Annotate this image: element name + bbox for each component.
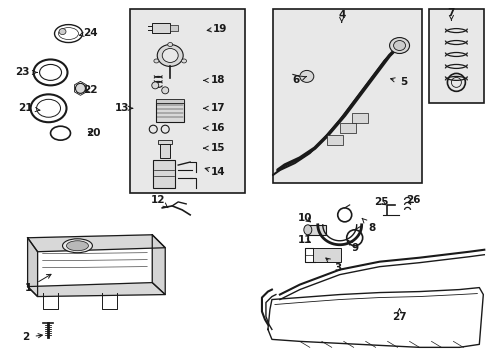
Bar <box>156 99 184 103</box>
Polygon shape <box>27 238 38 297</box>
Text: 16: 16 <box>203 123 225 133</box>
Text: 19: 19 <box>207 24 227 33</box>
Ellipse shape <box>181 59 186 63</box>
Text: 1: 1 <box>25 274 51 293</box>
Text: 3: 3 <box>325 258 341 273</box>
Text: 2: 2 <box>22 332 42 342</box>
Text: 7: 7 <box>447 8 454 21</box>
Polygon shape <box>27 283 165 297</box>
Text: 8: 8 <box>362 219 374 233</box>
Text: 25: 25 <box>374 197 388 207</box>
Bar <box>307 225 325 235</box>
Ellipse shape <box>66 241 88 251</box>
Text: 26: 26 <box>406 195 420 205</box>
Text: 22: 22 <box>83 85 98 95</box>
Bar <box>152 23 170 32</box>
Bar <box>312 248 340 262</box>
Ellipse shape <box>151 82 159 89</box>
Bar <box>156 100 184 122</box>
Ellipse shape <box>157 45 183 67</box>
FancyBboxPatch shape <box>428 9 483 103</box>
Bar <box>160 144 170 158</box>
Text: 13: 13 <box>115 103 132 113</box>
Ellipse shape <box>59 28 66 35</box>
Text: 12: 12 <box>151 195 168 208</box>
Text: 15: 15 <box>203 143 225 153</box>
Polygon shape <box>27 235 165 252</box>
Text: 18: 18 <box>203 75 225 85</box>
Text: 5: 5 <box>390 77 407 87</box>
Bar <box>326 135 342 145</box>
Bar <box>153 160 175 188</box>
Ellipse shape <box>299 71 313 82</box>
Ellipse shape <box>167 42 172 46</box>
Ellipse shape <box>62 239 92 253</box>
Bar <box>158 140 172 144</box>
Text: 4: 4 <box>337 10 345 22</box>
Text: 24: 24 <box>80 28 98 37</box>
Polygon shape <box>152 235 165 294</box>
Ellipse shape <box>75 84 85 93</box>
Bar <box>170 24 178 31</box>
Text: 11: 11 <box>297 235 311 245</box>
Ellipse shape <box>303 225 311 235</box>
Bar <box>339 123 355 133</box>
Text: 9: 9 <box>347 240 358 253</box>
Text: 6: 6 <box>292 75 305 85</box>
Bar <box>351 113 367 123</box>
Ellipse shape <box>162 49 178 62</box>
FancyBboxPatch shape <box>130 9 244 193</box>
Text: 10: 10 <box>297 213 311 223</box>
Ellipse shape <box>389 37 408 54</box>
Ellipse shape <box>393 41 405 50</box>
Text: 27: 27 <box>391 309 406 323</box>
Ellipse shape <box>162 87 168 94</box>
Text: 20: 20 <box>86 128 101 138</box>
Text: 21: 21 <box>19 103 40 113</box>
FancyBboxPatch shape <box>272 9 422 183</box>
Ellipse shape <box>154 59 159 63</box>
Text: 14: 14 <box>205 167 225 177</box>
Text: 23: 23 <box>15 67 37 77</box>
Text: 17: 17 <box>203 103 225 113</box>
